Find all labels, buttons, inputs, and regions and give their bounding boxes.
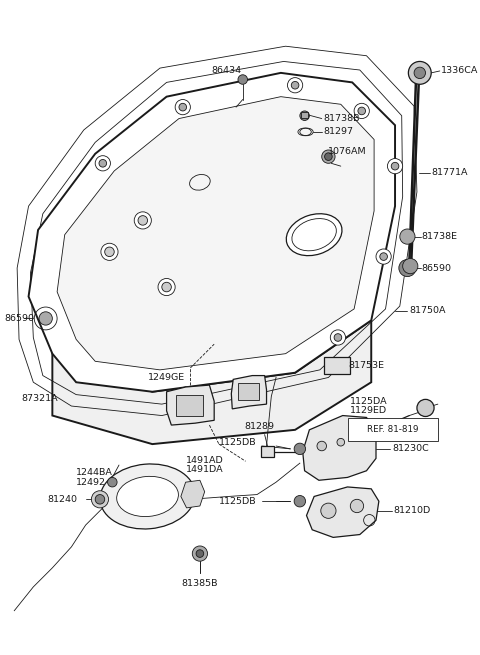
Circle shape (350, 499, 364, 513)
Text: 1125DB: 1125DB (219, 496, 257, 506)
Circle shape (175, 100, 191, 115)
Text: 81750A: 81750A (409, 307, 446, 315)
Circle shape (162, 282, 171, 292)
Circle shape (387, 159, 403, 174)
Circle shape (330, 330, 346, 345)
Circle shape (138, 215, 147, 225)
Circle shape (294, 496, 306, 507)
Circle shape (196, 550, 204, 557)
Text: 86590: 86590 (5, 314, 35, 323)
Polygon shape (57, 97, 374, 370)
Text: 81738E: 81738E (422, 232, 458, 241)
Circle shape (158, 278, 175, 295)
Text: 81738B: 81738B (324, 114, 360, 123)
Text: 1125DA: 1125DA (350, 397, 388, 406)
Circle shape (294, 443, 306, 455)
Bar (301, 112, 309, 118)
Circle shape (403, 259, 418, 274)
Circle shape (108, 477, 117, 487)
Text: 87321A: 87321A (21, 394, 58, 403)
Text: 86590: 86590 (422, 263, 452, 272)
Ellipse shape (100, 464, 195, 529)
Circle shape (354, 103, 369, 119)
Circle shape (238, 75, 248, 84)
Text: 1129ED: 1129ED (350, 406, 387, 415)
Circle shape (101, 243, 118, 261)
Text: 1336CA: 1336CA (441, 66, 478, 75)
Text: 81289: 81289 (244, 422, 274, 432)
Text: 1491AD: 1491AD (186, 455, 224, 464)
Bar (324, 356, 350, 373)
Text: REF. 81-819: REF. 81-819 (367, 425, 419, 434)
Text: 81297: 81297 (324, 127, 354, 136)
Circle shape (324, 153, 332, 160)
Polygon shape (231, 375, 266, 409)
Text: 81230C: 81230C (392, 444, 429, 453)
Circle shape (291, 81, 299, 89)
Circle shape (400, 229, 415, 244)
Bar (176, 394, 203, 415)
Text: 1076AM: 1076AM (328, 147, 367, 157)
Circle shape (288, 78, 303, 93)
Text: 1125DB: 1125DB (219, 438, 257, 447)
Polygon shape (167, 385, 214, 425)
Circle shape (391, 162, 399, 170)
Text: 81385B: 81385B (181, 579, 218, 588)
Text: 81771A: 81771A (431, 168, 468, 178)
Circle shape (334, 333, 342, 341)
Circle shape (95, 156, 110, 171)
Circle shape (300, 111, 310, 121)
Bar (238, 383, 259, 400)
Circle shape (39, 312, 52, 325)
Circle shape (317, 441, 326, 451)
Circle shape (376, 249, 391, 264)
Circle shape (408, 62, 431, 84)
Circle shape (414, 67, 425, 79)
FancyBboxPatch shape (348, 419, 438, 441)
Circle shape (134, 212, 151, 229)
Text: 81210D: 81210D (393, 506, 431, 515)
Circle shape (91, 491, 108, 508)
Polygon shape (181, 480, 204, 508)
Circle shape (105, 247, 114, 257)
Polygon shape (307, 487, 379, 537)
Text: 1491DA: 1491DA (186, 465, 224, 474)
Circle shape (322, 150, 335, 163)
Text: 81753E: 81753E (348, 361, 384, 369)
Circle shape (99, 159, 107, 167)
Polygon shape (303, 415, 376, 480)
Ellipse shape (286, 214, 342, 255)
Polygon shape (52, 320, 371, 444)
Circle shape (337, 438, 345, 446)
Circle shape (192, 546, 207, 561)
Text: 1244BA: 1244BA (76, 468, 113, 477)
Text: 81240: 81240 (48, 495, 78, 504)
Circle shape (417, 400, 434, 417)
Circle shape (321, 503, 336, 518)
Circle shape (95, 495, 105, 504)
Polygon shape (28, 73, 395, 392)
Circle shape (399, 259, 416, 276)
Circle shape (179, 103, 187, 111)
Text: 1249GE: 1249GE (147, 373, 185, 382)
Circle shape (380, 253, 387, 261)
Text: 12492: 12492 (76, 477, 106, 487)
Text: 86434: 86434 (212, 66, 241, 75)
Bar (261, 446, 274, 457)
Circle shape (358, 107, 366, 115)
Ellipse shape (117, 476, 179, 517)
